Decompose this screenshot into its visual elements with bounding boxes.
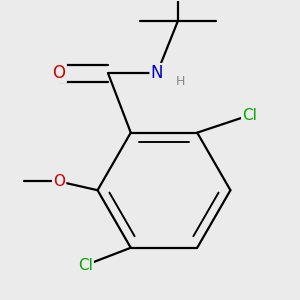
Text: N: N (151, 64, 163, 82)
Text: O: O (52, 64, 66, 82)
Text: Cl: Cl (78, 258, 93, 273)
Text: H: H (176, 75, 185, 88)
Text: O: O (53, 174, 65, 189)
Text: Cl: Cl (242, 108, 257, 123)
